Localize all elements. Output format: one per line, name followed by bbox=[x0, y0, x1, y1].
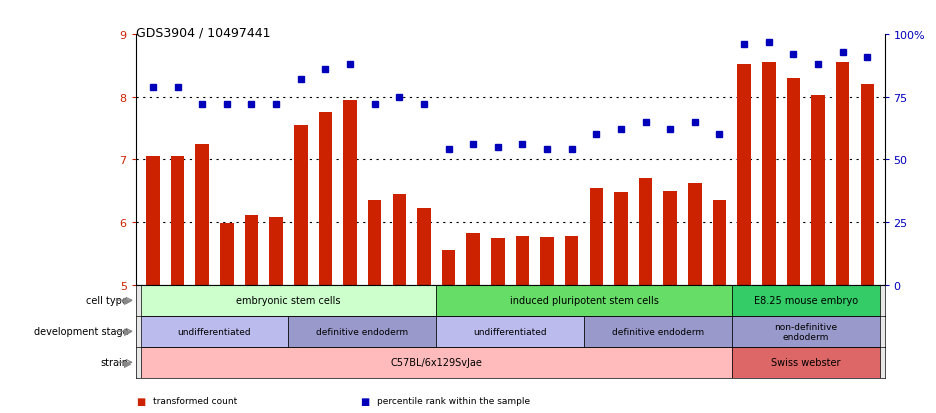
Bar bbox=[639, 179, 652, 285]
Bar bbox=[565, 237, 578, 285]
Text: Swiss webster: Swiss webster bbox=[771, 357, 841, 368]
Bar bbox=[344, 101, 357, 285]
Bar bbox=[664, 191, 677, 285]
Bar bbox=[466, 234, 480, 285]
Bar bbox=[836, 63, 850, 285]
Bar bbox=[368, 201, 382, 285]
Text: ▶: ▶ bbox=[124, 357, 131, 368]
Bar bbox=[812, 96, 825, 285]
Bar bbox=[732, 316, 880, 347]
Bar bbox=[436, 285, 732, 316]
Bar bbox=[171, 157, 184, 285]
Bar bbox=[712, 201, 726, 285]
Bar bbox=[140, 316, 288, 347]
Text: ▶: ▶ bbox=[124, 326, 131, 337]
Bar bbox=[392, 195, 406, 285]
Bar bbox=[288, 316, 436, 347]
Bar bbox=[442, 251, 455, 285]
Text: ▶: ▶ bbox=[124, 295, 131, 306]
Bar bbox=[732, 285, 880, 316]
Bar bbox=[688, 184, 702, 285]
Bar bbox=[738, 65, 751, 285]
Bar bbox=[140, 285, 436, 316]
Bar bbox=[614, 192, 628, 285]
Bar bbox=[860, 85, 874, 285]
Text: cell type: cell type bbox=[86, 295, 128, 306]
Bar bbox=[540, 237, 554, 285]
Bar bbox=[196, 145, 209, 285]
Text: E8.25 mouse embryo: E8.25 mouse embryo bbox=[753, 295, 857, 306]
Bar bbox=[244, 215, 258, 285]
Bar bbox=[270, 218, 283, 285]
Bar bbox=[584, 316, 732, 347]
Bar bbox=[491, 238, 505, 285]
Text: ■: ■ bbox=[136, 396, 145, 406]
Text: definitive endoderm: definitive endoderm bbox=[612, 327, 704, 336]
Bar bbox=[220, 224, 234, 285]
Text: development stage: development stage bbox=[34, 326, 128, 337]
Bar bbox=[590, 188, 603, 285]
Bar bbox=[436, 316, 584, 347]
Text: embryonic stem cells: embryonic stem cells bbox=[236, 295, 341, 306]
Bar bbox=[318, 113, 332, 285]
Bar bbox=[417, 209, 431, 285]
Bar bbox=[516, 236, 529, 285]
Text: undifferentiated: undifferentiated bbox=[474, 327, 547, 336]
Text: GDS3904 / 10497441: GDS3904 / 10497441 bbox=[136, 27, 271, 40]
Text: C57BL/6x129SvJae: C57BL/6x129SvJae bbox=[390, 357, 482, 368]
Text: undifferentiated: undifferentiated bbox=[178, 327, 252, 336]
Bar bbox=[762, 63, 776, 285]
Text: definitive endoderm: definitive endoderm bbox=[316, 327, 408, 336]
Text: non-definitive
endoderm: non-definitive endoderm bbox=[774, 322, 838, 341]
Text: transformed count: transformed count bbox=[153, 396, 237, 405]
Text: ■: ■ bbox=[360, 396, 370, 406]
Bar bbox=[786, 79, 800, 285]
Text: induced pluripotent stem cells: induced pluripotent stem cells bbox=[509, 295, 658, 306]
Bar bbox=[146, 157, 160, 285]
Bar bbox=[732, 347, 880, 378]
Text: percentile rank within the sample: percentile rank within the sample bbox=[377, 396, 531, 405]
Bar bbox=[140, 347, 732, 378]
Bar bbox=[294, 126, 308, 285]
Text: strain: strain bbox=[100, 357, 128, 368]
